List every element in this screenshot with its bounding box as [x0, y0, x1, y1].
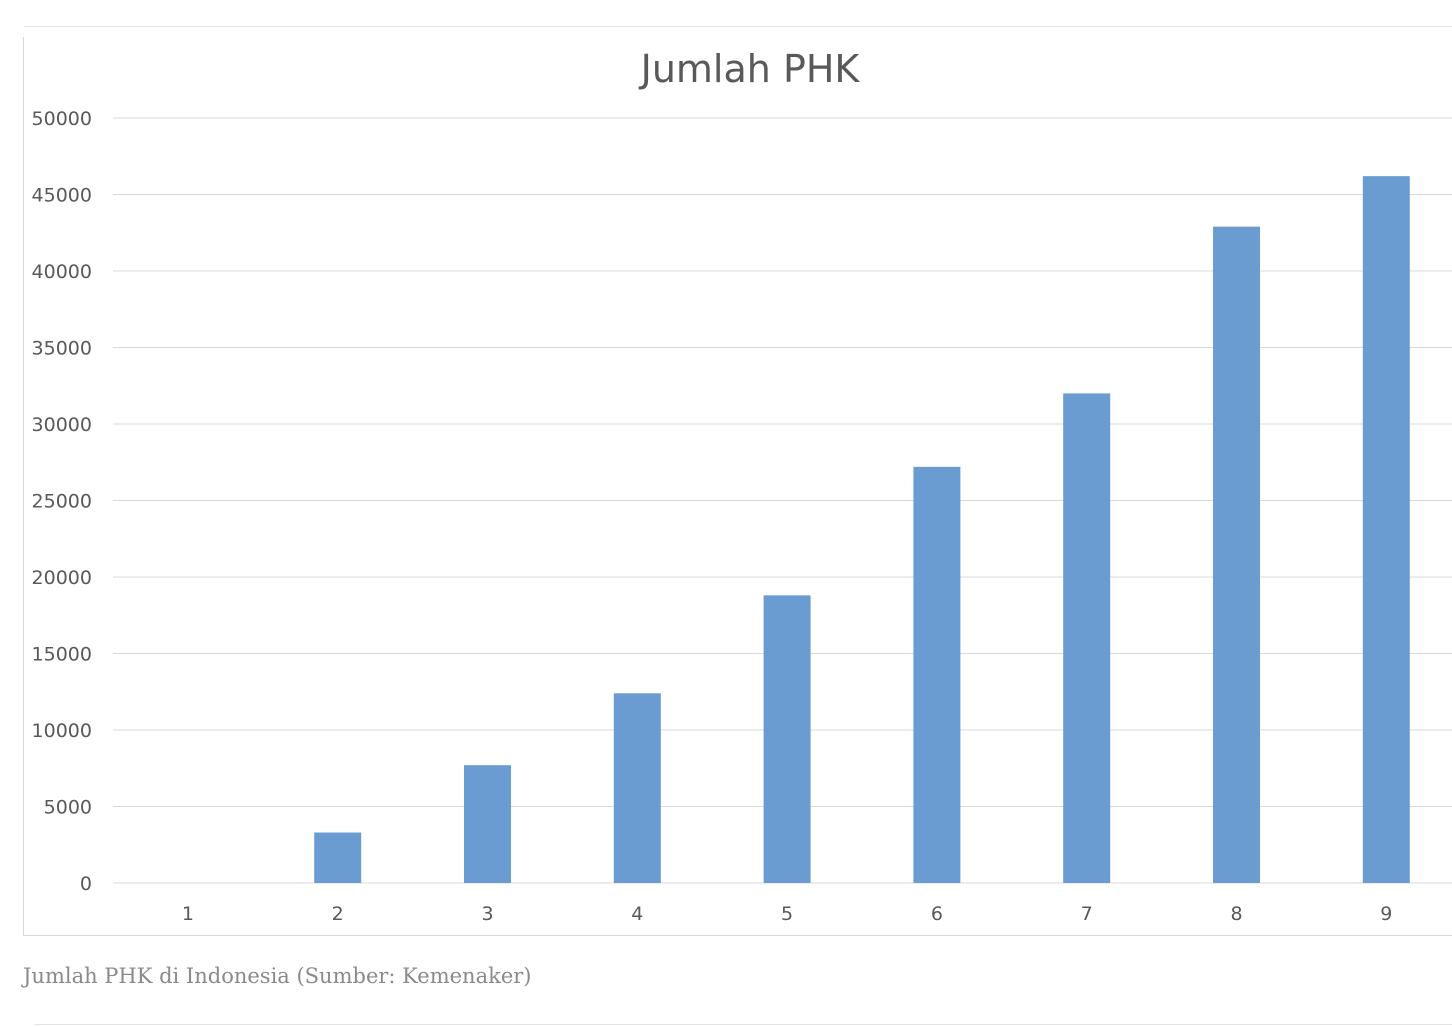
chart-title: Jumlah PHK — [639, 47, 861, 91]
bar-6 — [913, 466, 961, 883]
bar-5 — [763, 595, 811, 883]
x-tick-label: 6 — [931, 903, 943, 925]
y-tick-label: 10000 — [32, 720, 92, 742]
x-tick-label: 3 — [481, 903, 493, 925]
y-tick-label: 0 — [80, 873, 92, 895]
bars — [314, 176, 1410, 883]
bar-2 — [314, 832, 362, 883]
y-tick-label: 45000 — [32, 185, 92, 207]
x-tick-label: 2 — [332, 903, 344, 925]
top-divider — [24, 26, 1452, 27]
y-tick-label: 15000 — [32, 644, 92, 666]
bar-7 — [1063, 393, 1111, 883]
bar-chart: Jumlah PHK 0 5000 10000 15000 20000 25000 3000… — [32, 47, 1452, 925]
y-tick-label: 50000 — [32, 108, 92, 130]
x-tick-label: 4 — [631, 903, 643, 925]
y-tick-label: 20000 — [32, 567, 92, 589]
y-tick-label: 5000 — [44, 797, 92, 819]
x-tick-label: 9 — [1380, 903, 1392, 925]
bar-8 — [1213, 226, 1260, 883]
y-tick-label: 30000 — [32, 414, 92, 436]
x-axis-ticks: 1 2 3 4 5 6 7 8 9 — [182, 903, 1392, 925]
y-tick-label: 25000 — [32, 491, 92, 513]
x-tick-label: 1 — [182, 903, 194, 925]
y-tick-label: 40000 — [32, 261, 92, 283]
y-axis-ticks: 0 5000 10000 15000 20000 25000 30000 35000 40000… — [32, 108, 92, 895]
bottom-divider — [34, 1024, 1452, 1025]
x-tick-label: 7 — [1081, 903, 1093, 925]
x-tick-label: 8 — [1230, 903, 1242, 925]
x-tick-label: 5 — [781, 903, 793, 925]
bar-9 — [1362, 176, 1410, 883]
bar-4 — [613, 693, 661, 883]
bar-3 — [464, 765, 511, 883]
chart-frame — [23, 37, 1452, 936]
figure-caption: Jumlah PHK di Indonesia (Sumber: Kemenak… — [23, 964, 532, 988]
y-tick-label: 35000 — [32, 338, 92, 360]
